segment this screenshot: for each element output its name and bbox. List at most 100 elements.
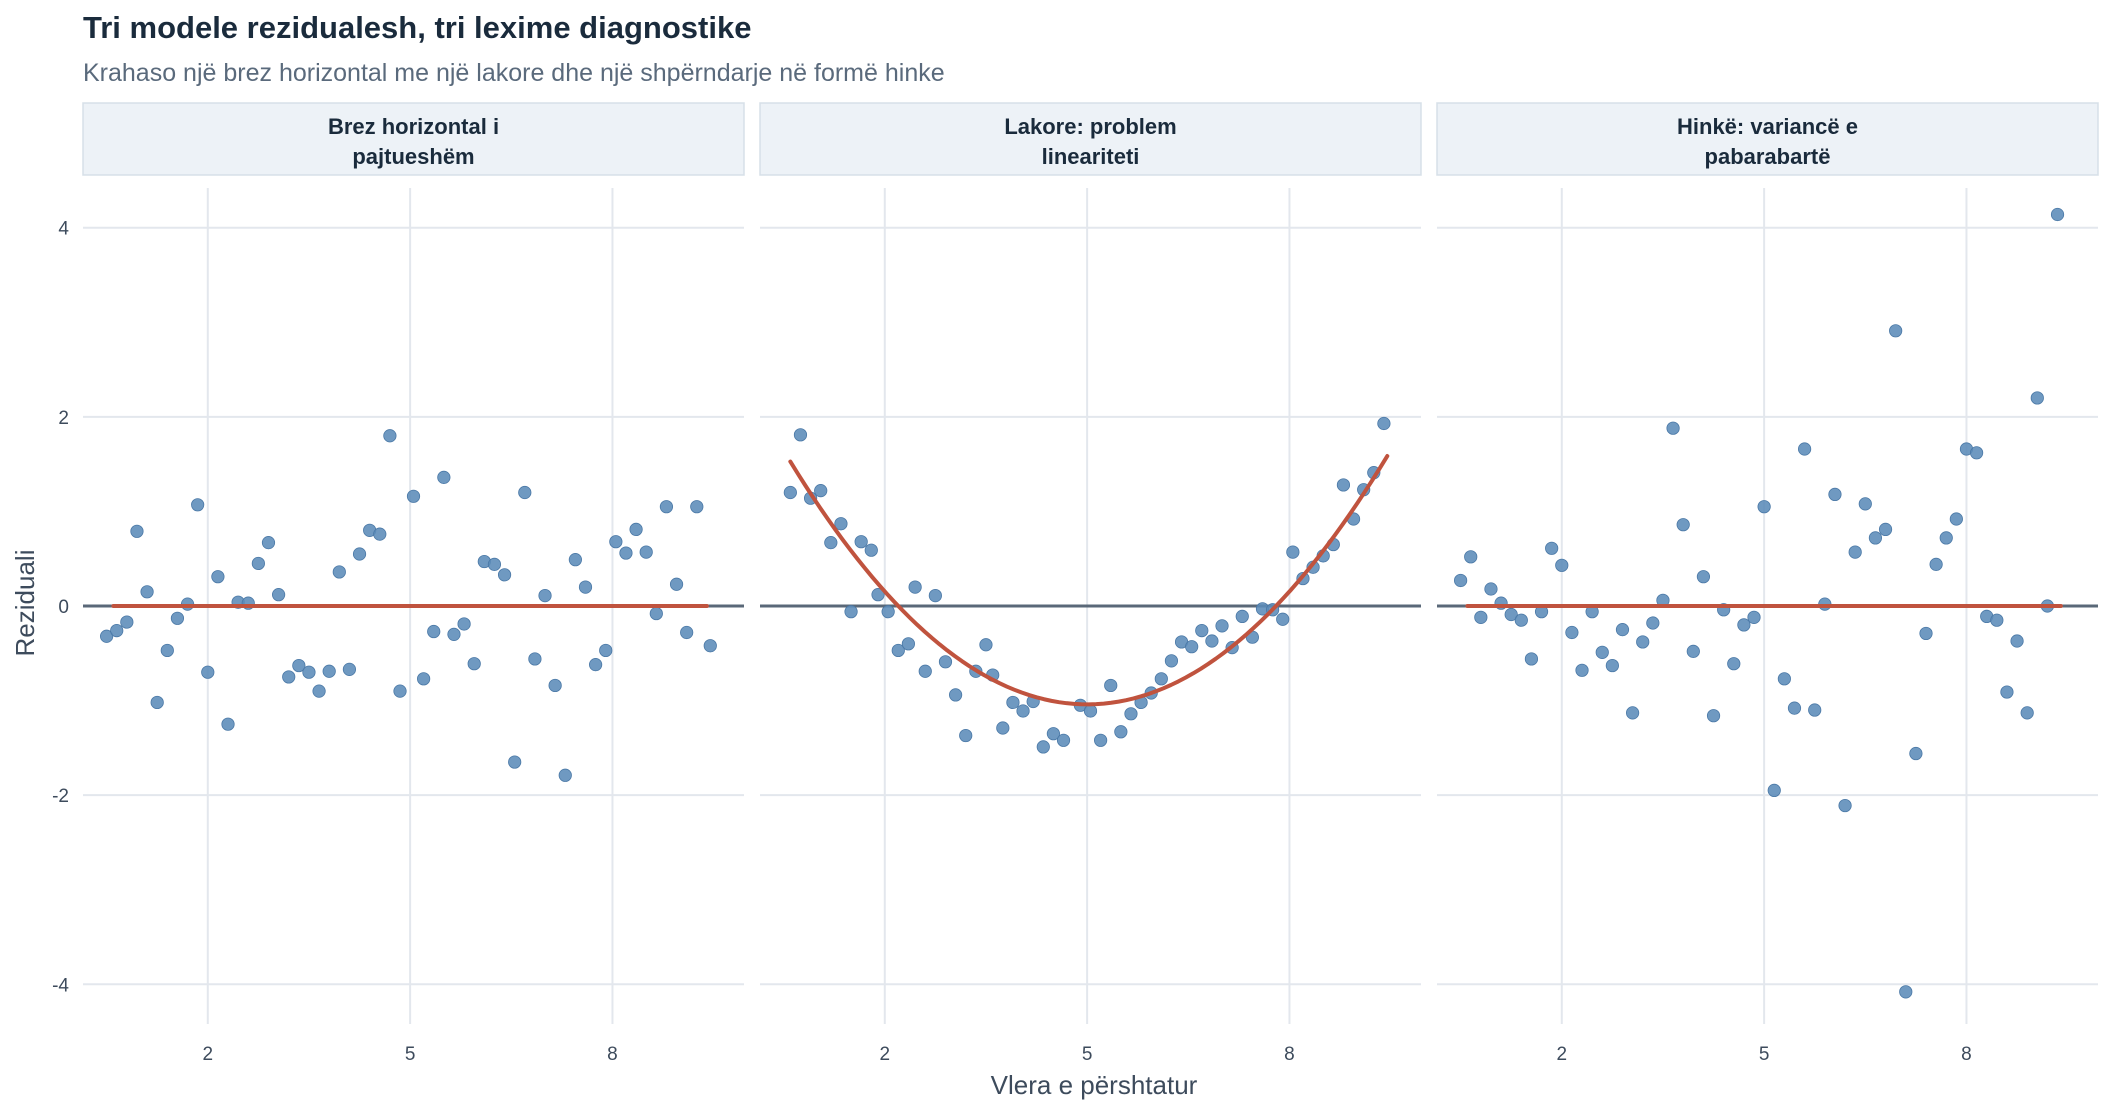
data-point [1949,512,1963,526]
data-point [928,588,942,603]
data-point [342,662,357,676]
data-point [1545,541,1559,555]
data-point [1666,421,1680,435]
x-tick-label: 2 [202,1044,213,1065]
y-tick-label: -4 [52,975,69,996]
data-point [1205,634,1219,648]
data-point [2000,685,2014,699]
y-axis-title: Reziduali [10,550,40,657]
x-tick-label: 5 [1759,1044,1770,1065]
data-point [1565,625,1579,640]
data-point [1006,695,1020,710]
data-point [1377,416,1391,431]
data-point [261,536,276,550]
data-point [467,657,481,671]
panel-1: Brez horizontal i pajtueshëm 2 5 8 [82,102,745,1065]
data-point [120,615,134,629]
data-point [352,547,367,561]
data-point [1919,626,1933,641]
data-point [901,637,915,651]
data-point [110,623,124,638]
panel-strip-label-line2: lineariteti [1042,144,1140,169]
x-tick-label: 2 [879,1044,890,1065]
panel-strip [759,102,1422,176]
data-point [312,684,326,698]
data-point [191,498,205,512]
data-point [1474,610,1488,624]
data-point [1286,545,1300,559]
data-point [1555,558,1569,572]
x-tick-label: 5 [1082,1044,1093,1065]
data-point [170,611,185,625]
data-point [1909,746,1923,761]
x-tick-label: 5 [405,1044,416,1065]
data-point [373,527,387,541]
data-point [1889,324,1903,338]
data-point [1808,703,1822,717]
data-point [814,484,828,498]
data-point [211,570,225,584]
data-point [619,546,633,560]
panel-strip [1436,102,2099,176]
data-point [1777,672,1791,686]
data-point [854,535,868,549]
data-point [2020,706,2034,720]
data-point [292,658,306,673]
data-point [322,664,336,678]
data-point [1696,570,1711,584]
data-point [690,500,704,514]
data-point [1798,442,1812,456]
data-point [282,670,296,684]
data-point [629,522,643,537]
x-axis-title: Vlera e përshtatur [991,1070,1198,1100]
chart-subtitle: Krahaso një brez horizontal me një lakor… [83,59,945,87]
data-point [417,672,431,686]
y-tick-label: 4 [58,219,69,240]
data-point [508,755,522,769]
data-point [1868,531,1883,545]
data-point [1484,582,1498,596]
data-point [1929,557,1943,571]
data-point [1990,613,2004,627]
data-point [1185,640,1199,654]
data-point [100,629,114,643]
data-point [1464,550,1478,564]
data-point [518,485,532,500]
data-point [2030,391,2044,405]
data-point [871,588,885,602]
panel-3: Hinkë: variancë e pabarabartë 2 5 8 [1436,102,2099,1065]
y-axis: 4 2 0 -2 -4 [52,219,69,997]
data-point [1164,654,1179,668]
data-point [938,655,953,669]
data-point [437,470,451,484]
data-point [834,517,848,531]
data-point [609,535,623,549]
panel-strip-label-line2: pabarabartë [1705,144,1831,169]
data-point [1939,531,1953,545]
data-point [1036,740,1050,754]
data-point [1636,635,1650,649]
data-point [1454,573,1468,588]
panel-2: Lakore: problem lineariteti 2 5 8 [759,102,1422,1065]
panel-strip-label-line2: pajtueshëm [352,144,474,169]
data-point [979,638,993,652]
data-point [1626,706,1640,720]
data-point [1046,727,1061,741]
data-point [1737,618,1751,632]
data-point [528,652,542,666]
data-point [996,721,1010,735]
data-point [959,728,973,743]
data-point [1083,704,1098,718]
data-point [1767,783,1781,798]
data-point [891,643,905,658]
data-point [1114,725,1128,739]
data-point [457,617,471,631]
data-point [1154,672,1168,686]
data-point [393,684,407,698]
data-point [824,536,838,550]
data-point [1727,657,1741,671]
data-point [1615,623,1630,637]
panel-strip-label-line1: Hinkë: variancë e [1677,114,1858,139]
